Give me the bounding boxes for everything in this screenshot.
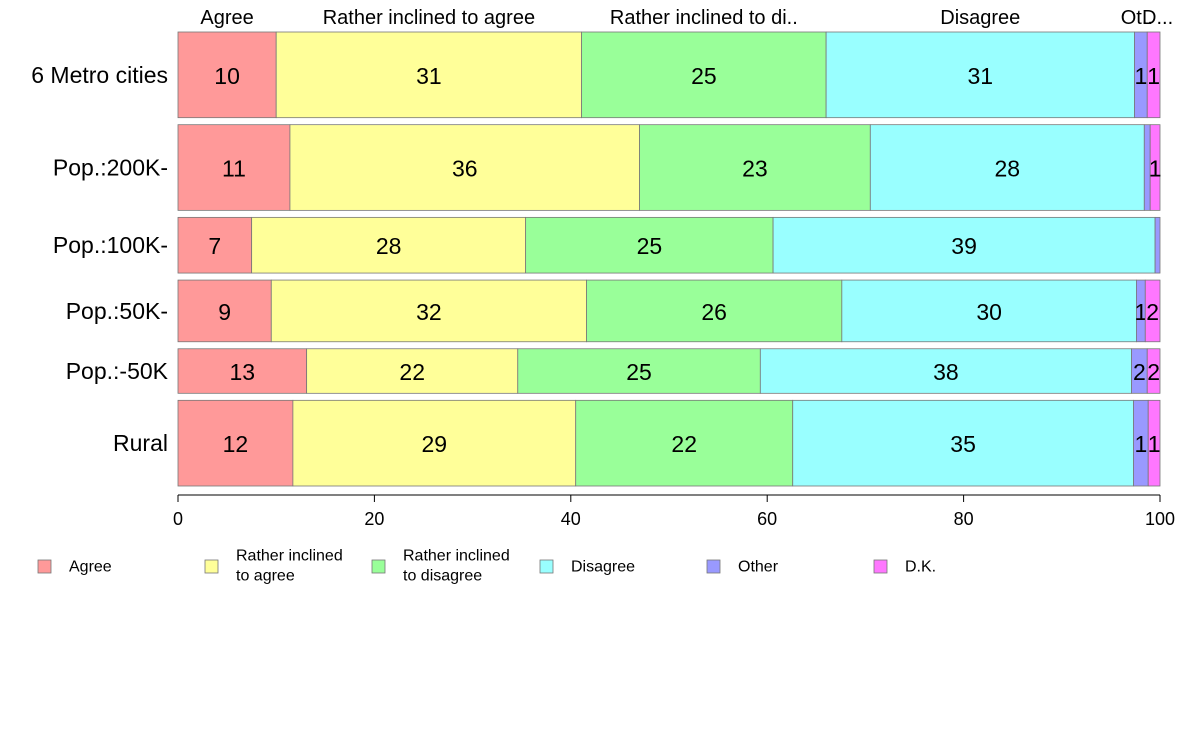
data-label: 10 xyxy=(214,63,240,89)
category-label: Pop.:-50K xyxy=(66,358,169,384)
bar-segment-disagree xyxy=(825,31,1135,119)
bar-segment-rather-inclined-to-agree xyxy=(275,31,583,119)
data-label: 39 xyxy=(951,233,977,259)
legend-swatch xyxy=(204,559,219,574)
bar-segment-rather-inclined-to-agree xyxy=(292,399,577,487)
category-label: Rural xyxy=(113,430,168,456)
data-label: 23 xyxy=(742,156,768,182)
data-label: 28 xyxy=(376,233,402,259)
bar-segment-rather-inclined-to-disagree xyxy=(581,31,827,119)
bar-segment-rather-inclined-to-disagree xyxy=(517,348,761,394)
data-label: 11 xyxy=(222,156,246,182)
top-series-label: Disagree xyxy=(940,7,1020,29)
data-label: 38 xyxy=(933,359,959,385)
data-label: 1 xyxy=(1149,156,1162,182)
legend-label: Agree xyxy=(69,559,112,576)
data-label: 30 xyxy=(976,299,1002,325)
data-label: 35 xyxy=(950,431,976,457)
bar-segment-rather-inclined-to-disagree xyxy=(586,279,843,343)
data-label: 2 xyxy=(1133,359,1146,385)
x-tick-label: 0 xyxy=(173,509,183,529)
data-label: 1 xyxy=(1134,431,1147,457)
data-label: 22 xyxy=(671,431,697,457)
x-tick-label: 40 xyxy=(561,509,581,529)
top-series-label: Rather inclined to di.. xyxy=(610,7,798,29)
legend-swatch xyxy=(371,559,386,574)
x-tick-label: 60 xyxy=(757,509,777,529)
data-label: 36 xyxy=(452,156,478,182)
bar-segment-d-k- xyxy=(1146,348,1161,394)
category-label: 6 Metro cities xyxy=(31,62,168,88)
data-label: 32 xyxy=(416,299,442,325)
data-label: 1 xyxy=(1147,63,1160,89)
data-label: 28 xyxy=(995,156,1021,182)
data-label: 25 xyxy=(691,63,717,89)
data-label: 26 xyxy=(701,299,727,325)
bar-segment-rather-inclined-to-agree xyxy=(289,124,640,211)
legend-swatch xyxy=(706,559,721,574)
bar-segment-disagree xyxy=(759,348,1132,394)
top-series-label: D... xyxy=(1142,7,1173,29)
bar-segment-disagree xyxy=(869,124,1145,211)
bar-segment-d-k- xyxy=(1147,399,1161,487)
category-label: Pop.:50K- xyxy=(66,298,168,324)
bar-segment-rather-inclined-to-agree xyxy=(251,216,527,274)
data-label: 1 xyxy=(1148,431,1161,457)
data-label: 1 xyxy=(1134,63,1147,89)
x-tick-label: 20 xyxy=(364,509,384,529)
bar-segment-disagree xyxy=(772,216,1156,274)
legend-label: to disagree xyxy=(403,568,482,585)
bar-segment-agree xyxy=(177,216,253,274)
legend-label: D.K. xyxy=(905,559,936,576)
legend-label: Rather inclined xyxy=(403,548,510,565)
top-series-label: Ot.. xyxy=(1121,7,1153,29)
data-label: 1 xyxy=(1134,299,1147,325)
bar-segment-rather-inclined-to-disagree xyxy=(575,399,794,487)
bar-segment-rather-inclined-to-disagree xyxy=(639,124,871,211)
data-label: 31 xyxy=(967,63,993,89)
legend-label: Rather inclined xyxy=(236,548,343,565)
bar-segment-rather-inclined-to-agree xyxy=(270,279,587,343)
data-label: 31 xyxy=(416,63,442,89)
bar-segment-agree xyxy=(177,124,291,211)
data-label: 25 xyxy=(637,233,663,259)
data-label: 22 xyxy=(399,359,425,385)
legend-label: Other xyxy=(738,559,779,576)
legend-label: Disagree xyxy=(571,559,635,576)
data-label: 29 xyxy=(422,431,448,457)
top-series-label: Agree xyxy=(200,7,253,29)
legend-swatch xyxy=(539,559,554,574)
top-series-label: Rather inclined to agree xyxy=(323,7,535,29)
category-label: Pop.:200K- xyxy=(53,155,168,181)
bar-segment-other xyxy=(1154,216,1161,274)
bar-segment-disagree xyxy=(792,399,1134,487)
bar-segment-d-k- xyxy=(1149,124,1161,211)
x-tick-label: 80 xyxy=(954,509,974,529)
data-label: 25 xyxy=(626,359,652,385)
legend-swatch xyxy=(873,559,888,574)
bar-segment-rather-inclined-to-agree xyxy=(306,348,519,394)
data-label: 7 xyxy=(208,233,221,259)
bar-segment-agree xyxy=(177,348,308,394)
data-label: 13 xyxy=(230,359,256,385)
bar-segment-agree xyxy=(177,31,277,119)
bar-segment-agree xyxy=(177,279,272,343)
data-label: 2 xyxy=(1146,299,1159,325)
legend-label: to agree xyxy=(236,568,295,585)
x-tick-label: 100 xyxy=(1145,509,1175,529)
category-label: Pop.:100K- xyxy=(53,232,168,258)
legend-swatch xyxy=(37,559,52,574)
data-label: 2 xyxy=(1147,359,1160,385)
data-label: 9 xyxy=(218,299,231,325)
data-label: 12 xyxy=(223,431,249,457)
bar-segment-d-k- xyxy=(1146,31,1161,119)
bar-segment-disagree xyxy=(841,279,1137,343)
bar-segment-d-k- xyxy=(1144,279,1161,343)
